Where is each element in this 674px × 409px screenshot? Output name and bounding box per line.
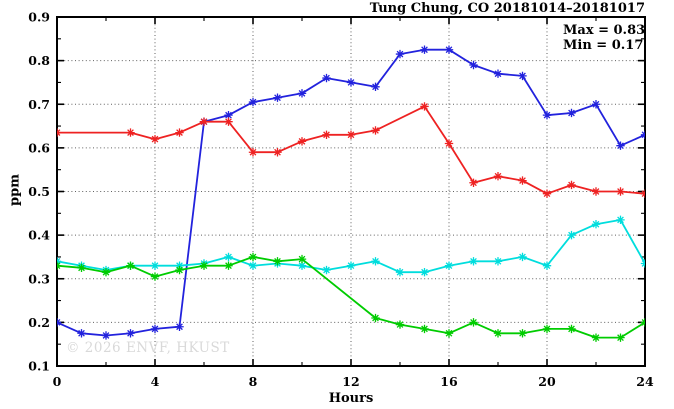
min-stat: Min = 0.17	[563, 37, 644, 53]
axis-ticks	[56, 16, 646, 367]
series-cyan	[57, 215, 645, 277]
stats-annotation: Max = 0.83 Min = 0.17	[563, 23, 646, 53]
x-axis-label: Hours	[328, 391, 374, 406]
grid-lines	[57, 17, 645, 366]
y-tick-label-0.4: 0.4	[28, 228, 50, 243]
y-tick-label-0.5: 0.5	[28, 184, 50, 199]
chart-title: Tung Chung, CO 20181014–20181017	[369, 1, 645, 16]
x-tick-label-12: 12	[342, 374, 359, 389]
series-green	[57, 252, 645, 342]
series-cyan-markers	[57, 215, 645, 277]
series-red	[57, 102, 645, 198]
y-axis-label: ppm	[7, 174, 23, 206]
y-tick-label-0.8: 0.8	[28, 53, 50, 68]
x-tick-label-16: 16	[440, 374, 458, 389]
series-blue-markers	[57, 45, 645, 340]
y-tick-label-0.9: 0.9	[28, 10, 50, 25]
series-green-markers	[57, 252, 645, 342]
watermark: © 2026 ENVF, HKUST	[66, 340, 230, 356]
x-tick-label-8: 8	[249, 374, 258, 389]
y-tick-label-0.7: 0.7	[28, 97, 50, 112]
y-tick-label-0.3: 0.3	[28, 271, 50, 286]
x-tick-label-24: 24	[636, 374, 654, 389]
series-red-line	[57, 105, 645, 195]
max-stat: Max = 0.83	[563, 23, 646, 38]
plot-frame	[56, 16, 646, 367]
y-tick-label-0.2: 0.2	[28, 315, 50, 330]
series-blue	[57, 45, 645, 340]
x-tick-label-4: 4	[151, 374, 160, 389]
tick-labels: 0.1 0.2 0.3 0.4 0.5 0.6 0.7 0.8 0.9 0 4 8 12 16 20 24	[28, 10, 654, 390]
x-tick-label-20: 20	[538, 374, 556, 389]
x-tick-label-0: 0	[53, 374, 62, 389]
y-tick-label-0.6: 0.6	[28, 140, 50, 155]
y-tick-label-0.1: 0.1	[28, 359, 50, 374]
series-blue-line	[57, 48, 645, 337]
series-red-markers	[57, 102, 645, 198]
